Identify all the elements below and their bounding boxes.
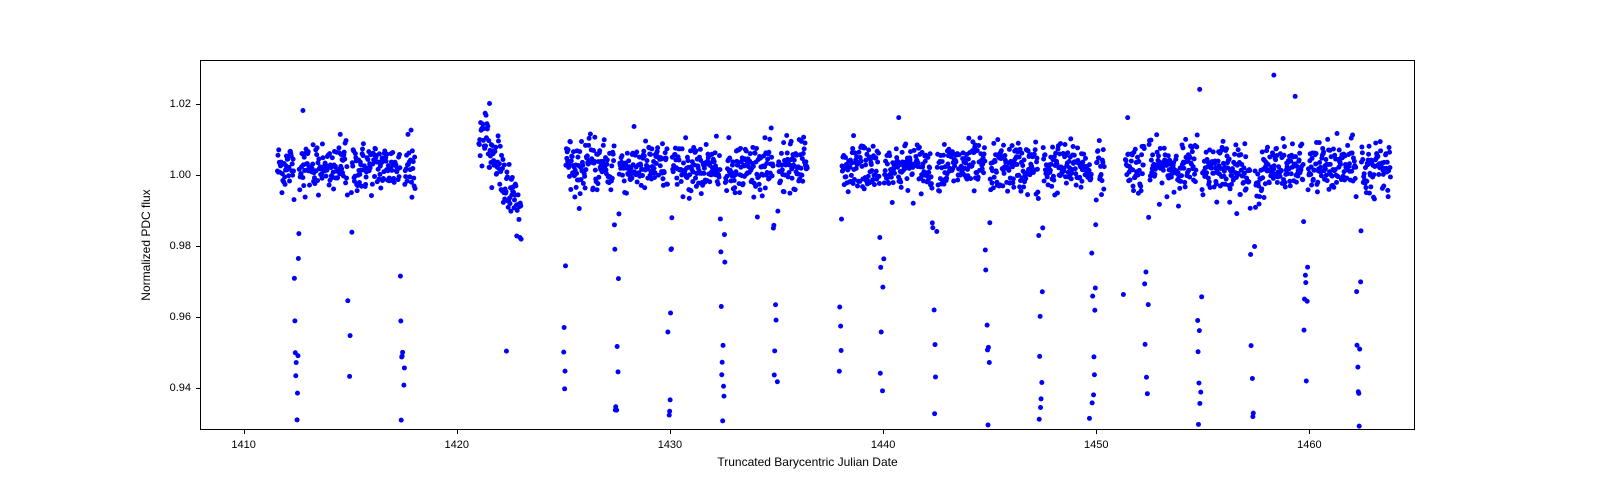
- x-tick-label: 1420: [445, 439, 469, 451]
- x-tick: [1309, 429, 1310, 434]
- y-tick-label: 1.00: [170, 169, 191, 181]
- y-tick-label: 0.94: [170, 382, 191, 394]
- x-tick: [1096, 429, 1097, 434]
- x-tick-label: 1440: [871, 439, 895, 451]
- y-tick: [196, 388, 201, 389]
- x-tick: [883, 429, 884, 434]
- y-tick: [196, 317, 201, 318]
- x-tick-label: 1450: [1084, 439, 1108, 451]
- y-tick: [196, 104, 201, 105]
- y-tick: [196, 175, 201, 176]
- x-tick-label: 1410: [231, 439, 255, 451]
- x-tick-label: 1430: [658, 439, 682, 451]
- y-tick-label: 0.96: [170, 311, 191, 323]
- x-tick: [670, 429, 671, 434]
- y-axis-label: Normalized PDC flux: [139, 189, 153, 300]
- scatter-points: [201, 61, 1414, 429]
- x-tick-label: 1460: [1297, 439, 1321, 451]
- x-tick: [457, 429, 458, 434]
- light-curve-chart: 141014201430144014501460 0.940.960.981.0…: [200, 60, 1415, 430]
- y-tick-label: 1.02: [170, 98, 191, 110]
- x-axis-label: Truncated Barycentric Julian Date: [717, 455, 897, 469]
- y-tick-label: 0.98: [170, 240, 191, 252]
- y-tick: [196, 246, 201, 247]
- x-tick: [244, 429, 245, 434]
